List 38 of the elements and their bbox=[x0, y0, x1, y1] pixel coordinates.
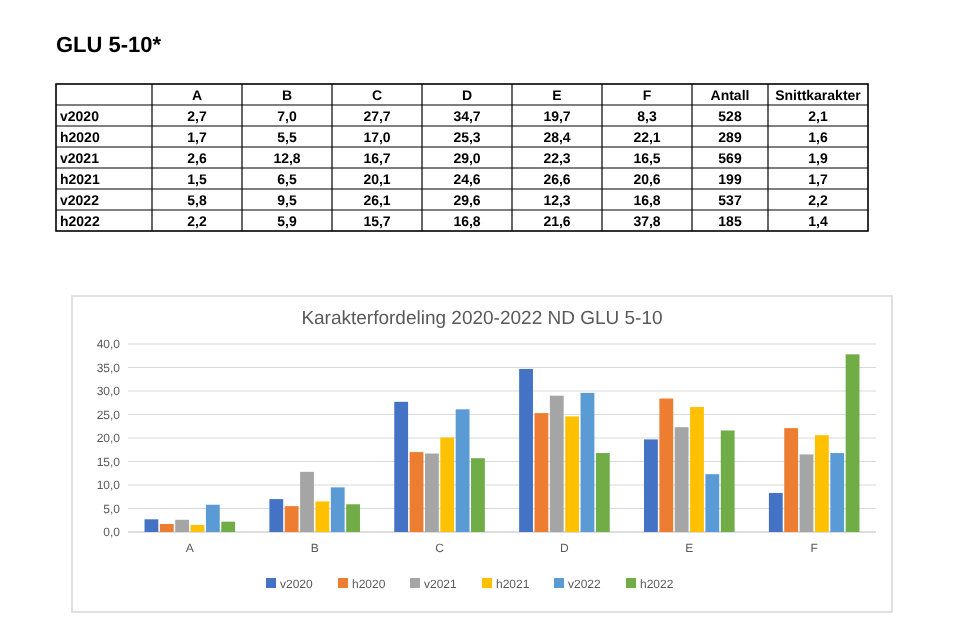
bar bbox=[269, 499, 284, 532]
bar bbox=[534, 413, 549, 532]
bar bbox=[175, 519, 190, 532]
bar bbox=[784, 428, 799, 532]
bar bbox=[190, 524, 205, 532]
bar bbox=[471, 458, 485, 532]
bar bbox=[549, 395, 564, 532]
bar bbox=[519, 368, 533, 532]
bar bbox=[690, 406, 704, 532]
bar bbox=[720, 430, 735, 532]
bar bbox=[674, 427, 689, 532]
bar bbox=[409, 452, 424, 532]
bar bbox=[330, 487, 345, 532]
bar bbox=[284, 506, 299, 532]
bar bbox=[768, 492, 783, 532]
bar bbox=[159, 524, 174, 532]
text: GLU 5-10* bbox=[56, 34, 163, 58]
bar bbox=[595, 453, 610, 532]
bar bbox=[565, 416, 580, 532]
chart-title: Karakterfordeling 2020-2022 ND GLU 5-10 bbox=[301, 308, 663, 330]
bar bbox=[455, 409, 470, 532]
bar bbox=[830, 453, 845, 532]
bar bbox=[580, 392, 595, 532]
bar bbox=[315, 501, 330, 532]
bar bbox=[705, 474, 720, 532]
bar bbox=[814, 435, 829, 532]
bar bbox=[300, 471, 314, 532]
bar bbox=[346, 504, 360, 532]
bar bbox=[424, 453, 439, 532]
bar bbox=[144, 519, 159, 532]
bar bbox=[799, 454, 814, 532]
bar bbox=[394, 401, 409, 532]
bar bbox=[221, 521, 236, 532]
bar bbox=[205, 504, 220, 532]
bar bbox=[659, 398, 674, 532]
bar bbox=[440, 437, 455, 532]
bar bbox=[644, 439, 658, 532]
bar bbox=[845, 354, 860, 532]
